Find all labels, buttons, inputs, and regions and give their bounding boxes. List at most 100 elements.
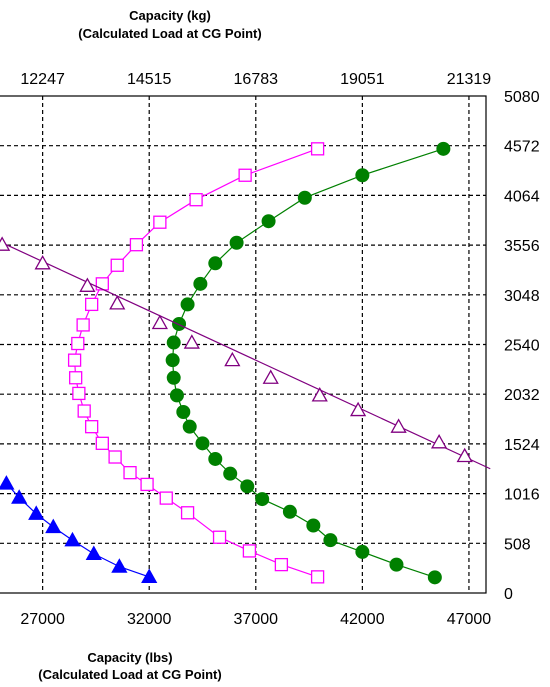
- data-point: [238, 168, 252, 182]
- right-tick-label: 5080: [504, 89, 540, 106]
- right-tick-label: 508: [504, 536, 531, 553]
- data-point: [223, 466, 238, 481]
- data-point: [436, 141, 451, 156]
- data-point: [193, 276, 208, 291]
- data-point: [306, 518, 321, 533]
- right-tick-label: 2540: [504, 338, 540, 355]
- data-point: [67, 353, 82, 367]
- data-point: [108, 450, 122, 464]
- data-point: [159, 491, 173, 505]
- data-point: [79, 277, 96, 292]
- data-point: [123, 466, 137, 480]
- top-tick-label: 19051: [340, 71, 385, 88]
- bottom-tick-label: 37000: [234, 611, 279, 628]
- data-point: [456, 447, 473, 463]
- data-point: [172, 316, 187, 331]
- data-point: [274, 557, 289, 572]
- data-point: [109, 295, 126, 310]
- data-point: [389, 557, 404, 572]
- data-point: [208, 451, 223, 466]
- bottom-tick-label: 42000: [340, 611, 385, 628]
- data-point: [166, 370, 181, 385]
- series-line: [0, 241, 491, 470]
- data-point: [28, 505, 45, 520]
- data-point: [297, 190, 312, 205]
- data-point: [310, 570, 325, 584]
- bottom-axis-title-line1: Capacity (lbs): [87, 650, 172, 665]
- right-tick-label: 1016: [504, 487, 540, 504]
- bottom-tick-label: 27000: [20, 611, 65, 628]
- bottom-tick-label: 47000: [447, 611, 492, 628]
- right-tick-label: 3556: [504, 238, 540, 255]
- data-point: [140, 477, 154, 492]
- data-point: [11, 489, 28, 504]
- data-point: [71, 336, 85, 351]
- right-tick-label: 2032: [504, 387, 540, 404]
- right-tick-label: 3048: [504, 288, 540, 305]
- data-point: [310, 142, 325, 156]
- top-tick-label: 16783: [234, 71, 279, 88]
- data-point: [180, 506, 195, 520]
- data-point: [85, 545, 102, 561]
- top-tick-label: 21319: [447, 71, 492, 88]
- data-point: [34, 254, 51, 270]
- data-point: [261, 214, 276, 229]
- data-point: [76, 318, 90, 332]
- data-point: [151, 314, 168, 330]
- bottom-tick-label: 32000: [127, 611, 172, 628]
- data-point: [212, 530, 227, 544]
- bottom-axis-title-line2: (Calculated Load at CG Point): [38, 667, 221, 682]
- data-point: [69, 371, 83, 385]
- top-axis-title-line2: (Calculated Load at CG Point): [78, 26, 261, 41]
- data-point: [242, 544, 257, 558]
- data-point: [430, 434, 448, 449]
- data-point: [95, 277, 109, 291]
- data-point: [153, 215, 167, 229]
- data-point: [195, 436, 210, 451]
- right-tick-label: 1524: [504, 437, 540, 454]
- data-point: [141, 568, 158, 584]
- data-point: [323, 533, 338, 548]
- series-line: [5, 482, 150, 578]
- data-point: [85, 297, 99, 312]
- data-point: [110, 258, 124, 272]
- data-point: [180, 297, 195, 312]
- data-point: [240, 479, 255, 494]
- data-point: [183, 334, 200, 349]
- data-point: [129, 238, 144, 252]
- data-point: [262, 369, 279, 384]
- data-point: [176, 405, 191, 420]
- top-tick-label: 14515: [127, 71, 172, 88]
- plot-area: 27000 12247 32000 14515 37000 16783 42000 19051…: [0, 71, 540, 628]
- right-tick-label: 4064: [504, 188, 540, 205]
- data-point: [45, 518, 62, 534]
- data-point: [355, 168, 370, 183]
- series-line: [172, 148, 444, 578]
- data-point: [95, 436, 109, 450]
- data-point: [72, 386, 86, 401]
- data-point: [390, 418, 407, 433]
- data-point: [0, 475, 15, 490]
- data-point: [427, 570, 442, 585]
- data-point: [85, 420, 99, 434]
- data-point: [165, 353, 180, 368]
- data-point: [229, 235, 244, 250]
- data-point: [111, 558, 128, 573]
- data-point: [208, 256, 223, 271]
- data-point: [311, 387, 328, 402]
- data-point: [77, 404, 91, 418]
- data-point: [189, 193, 203, 207]
- right-tick-label: 0: [504, 586, 513, 603]
- data-point: [349, 401, 367, 417]
- right-tick-label: 4572: [504, 139, 540, 156]
- data-point: [224, 351, 241, 367]
- data-point: [64, 531, 81, 547]
- data-point: [169, 388, 184, 403]
- data-point: [282, 504, 297, 519]
- data-point: [255, 492, 270, 507]
- data-point: [182, 419, 197, 434]
- data-point: [0, 236, 11, 251]
- data-point: [355, 544, 370, 559]
- top-axis-title-line1: Capacity (kg): [129, 8, 211, 23]
